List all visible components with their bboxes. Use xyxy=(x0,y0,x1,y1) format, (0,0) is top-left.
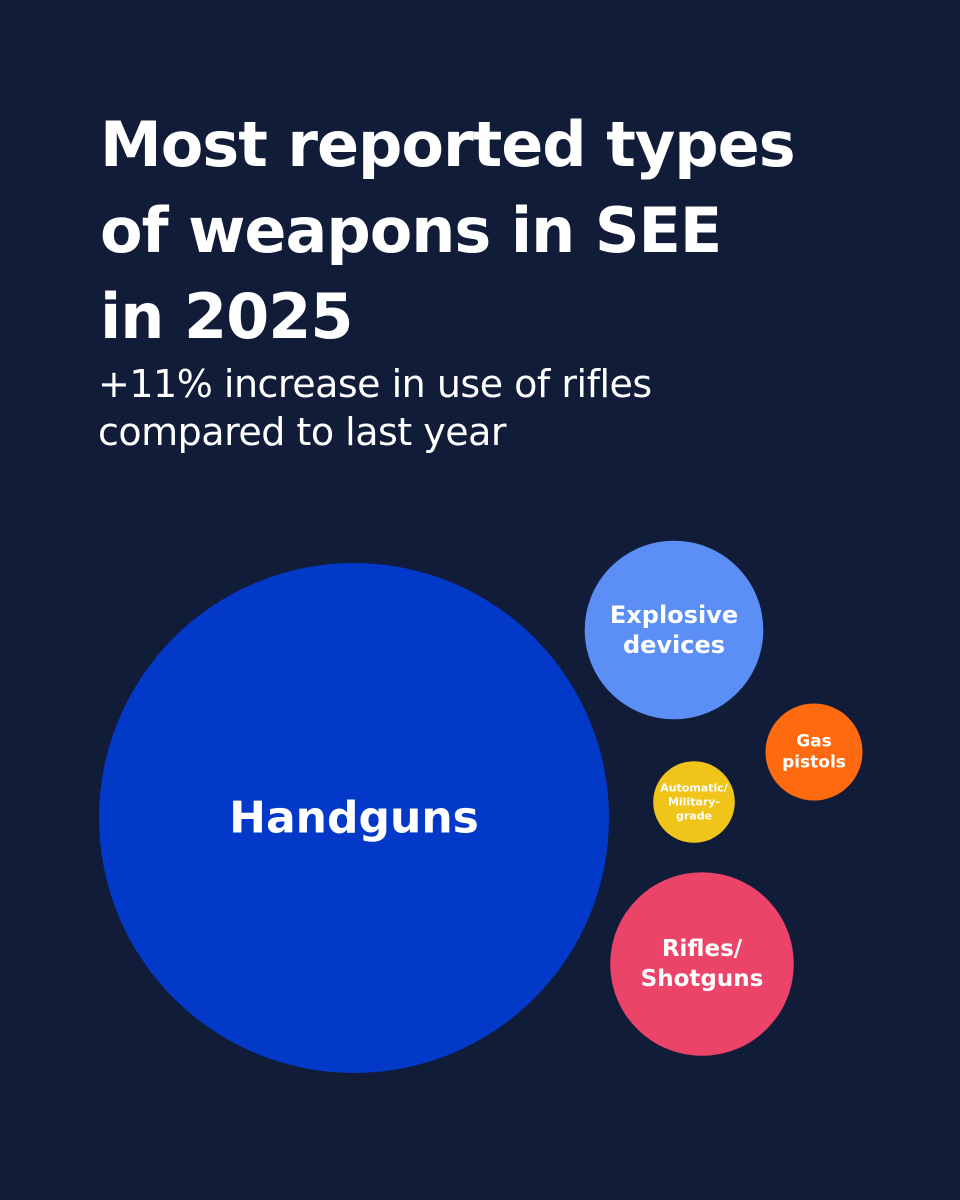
bubble-label-automatic-military-grade-3: grade xyxy=(676,810,712,823)
bubble-circle-automatic-military-grade xyxy=(653,761,735,843)
bubble-circle-handguns xyxy=(99,563,609,1073)
bubble-label-explosive-devices-1: Explosive xyxy=(610,601,738,629)
bubble-label-automatic-military-grade-2: Military- xyxy=(668,796,720,809)
page-title: Most reported types of weapons in SEE in… xyxy=(100,102,920,360)
bubble-handguns: Handguns xyxy=(99,563,609,1073)
title-line-3: in 2025 xyxy=(100,280,354,353)
bubble-label-rifles-shotguns-2: Shotguns xyxy=(641,966,764,992)
bubble-label-automatic-military-grade-1: Automatic/ xyxy=(660,782,729,795)
bubble-rifles-shotguns: Rifles/Shotguns xyxy=(610,872,794,1056)
bubble-label-rifles-shotguns-1: Rifles/ xyxy=(662,936,743,962)
title-line-2: of weapons in SEE xyxy=(100,194,722,267)
subtitle-line-2: compared to last year xyxy=(98,410,507,454)
bubble-circle-gas-pistols xyxy=(765,703,863,801)
bubble-circle-rifles-shotguns xyxy=(610,872,794,1056)
subtitle: +11% increase in use of rifles compared … xyxy=(98,360,918,456)
bubble-label-explosive-devices-2: devices xyxy=(623,631,725,659)
bubble-automatic-military-grade: Automatic/Military-grade xyxy=(653,761,735,843)
bubble-label-gas-pistols-1: Gas xyxy=(796,732,832,752)
bubble-label-handguns-1: Handguns xyxy=(229,793,479,844)
title-line-1: Most reported types xyxy=(100,108,796,181)
bubble-circle-explosive-devices xyxy=(584,540,764,720)
subtitle-line-1: +11% increase in use of rifles xyxy=(98,362,652,406)
bubble-label-gas-pistols-2: pistols xyxy=(782,753,846,773)
